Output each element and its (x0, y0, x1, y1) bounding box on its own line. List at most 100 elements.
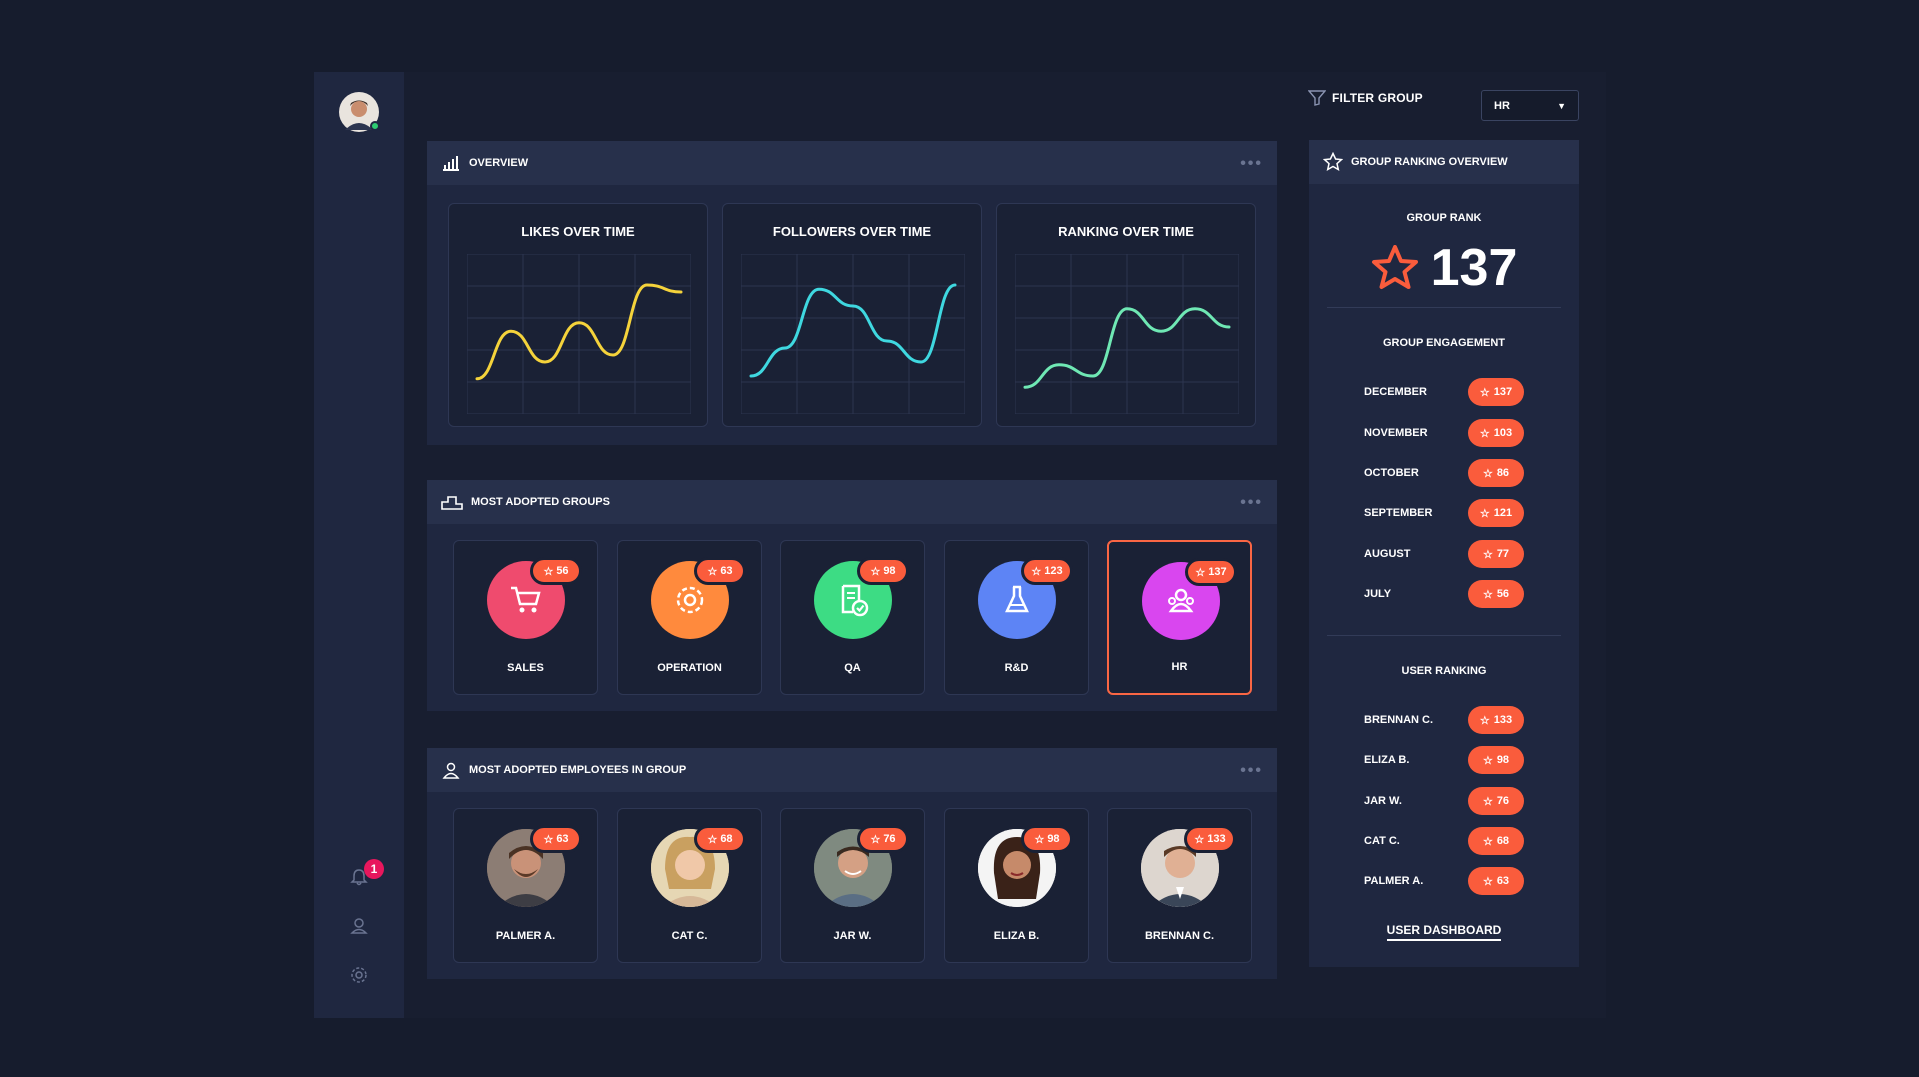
star-icon: ☆ (1031, 565, 1042, 578)
group-rank-value: 137 (1430, 239, 1518, 297)
user-avatar[interactable] (339, 92, 380, 132)
score-value: 123 (1044, 565, 1063, 577)
star-icon: ☆ (1482, 588, 1493, 601)
user-ranking-title: USER RANKING (1401, 665, 1487, 677)
star-icon: ☆ (1482, 795, 1493, 808)
user-name: CAT C. (1364, 835, 1400, 847)
more-options-icon[interactable]: ••• (1240, 762, 1263, 779)
group-label: OPERATION (657, 662, 722, 674)
user-row: JAR W. ☆ 76 (1364, 786, 1524, 816)
score-value: 63 (1496, 875, 1510, 887)
ranking-panel: GROUP RANKING OVERVIEW GROUP RANK 137 GR… (1309, 140, 1579, 967)
month-label: AUGUST (1364, 548, 1411, 560)
score-value: 76 (883, 833, 896, 845)
score-badge: ☆ 98 (857, 557, 909, 585)
user-dashboard-link[interactable]: USER DASHBOARD (1309, 923, 1579, 941)
series-line (749, 283, 957, 378)
star-icon: ☆ (1482, 754, 1493, 767)
chart-title: FOLLOWERS OVER TIME (772, 224, 932, 239)
engagement-row: JULY ☆ 56 (1364, 579, 1524, 609)
engagement-row: SEPTEMBER ☆ 121 (1364, 498, 1524, 528)
group-label: HR (1171, 661, 1188, 673)
chevron-down-icon: ▼ (1557, 100, 1566, 111)
star-icon (1323, 152, 1343, 171)
employees-header: MOST ADOPTED EMPLOYEES IN GROUP ••• (427, 748, 1277, 792)
score-badge: ☆ 63 (694, 557, 746, 585)
star-icon: ☆ (870, 565, 881, 578)
score-pill: ☆ 77 (1468, 540, 1524, 568)
sidebar: 1 (314, 72, 404, 1018)
overview-panel: OVERVIEW ••• LIKES OVER TIME FOLLOWERS O… (427, 141, 1277, 445)
ranking-title: GROUP RANKING OVERVIEW (1351, 156, 1508, 168)
employee-tile-palmer[interactable]: ☆ 63 PALMER A. (453, 808, 598, 963)
followers-chart-card: FOLLOWERS OVER TIME (722, 203, 982, 427)
score-value: 68 (1496, 835, 1510, 847)
score-pill: ☆ 86 (1468, 459, 1524, 487)
more-options-icon[interactable]: ••• (1240, 494, 1263, 511)
user-row: PALMER A. ☆ 63 (1364, 866, 1524, 896)
group-rank-display: 137 (1309, 238, 1579, 298)
score-value: 98 (1496, 754, 1510, 766)
user-row: CAT C. ☆ 68 (1364, 826, 1524, 856)
score-badge: ☆ 68 (694, 825, 746, 853)
score-value: 77 (1496, 548, 1510, 560)
followers-line-chart (741, 254, 965, 414)
gear-icon[interactable] (346, 962, 372, 988)
group-tile-hr[interactable]: ☆ 137 HR (1107, 540, 1252, 695)
chart-title: RANKING OVER TIME (1058, 224, 1194, 239)
employee-tile-jar[interactable]: ☆ 76 JAR W. (780, 808, 925, 963)
star-icon: ☆ (1482, 835, 1493, 848)
series-line (1023, 307, 1231, 389)
star-icon: ☆ (1482, 548, 1493, 561)
series-line (475, 283, 683, 381)
group-select[interactable]: HR ▼ (1481, 90, 1579, 121)
star-icon (1371, 245, 1418, 289)
overview-title: OVERVIEW (469, 157, 529, 169)
score-pill: ☆ 133 (1468, 706, 1524, 734)
group-rank-label: GROUP RANK (1406, 212, 1482, 224)
group-tile-sales[interactable]: ☆ 56 SALES (453, 540, 598, 695)
month-label: DECEMBER (1364, 386, 1427, 398)
score-value: 137 (1208, 566, 1227, 578)
score-pill: ☆ 121 (1468, 499, 1524, 527)
score-value: 98 (1047, 833, 1060, 845)
star-icon: ☆ (1479, 427, 1490, 440)
star-icon: ☆ (1479, 714, 1490, 727)
more-options-icon[interactable]: ••• (1240, 155, 1263, 172)
chart-title: LIKES OVER TIME (521, 224, 635, 239)
score-value: 56 (556, 565, 569, 577)
month-label: SEPTEMBER (1364, 507, 1433, 519)
star-icon: ☆ (1479, 386, 1490, 399)
star-icon: ☆ (1194, 833, 1205, 846)
employee-label: ELIZA B. (993, 930, 1040, 942)
month-label: OCTOBER (1364, 467, 1419, 479)
filter-group: FILTER GROUP (1308, 90, 1423, 106)
employee-label: PALMER A. (495, 930, 556, 942)
employee-tile-brennan[interactable]: ☆ 133 BRENNAN C. (1107, 808, 1252, 963)
star-icon: ☆ (707, 833, 718, 846)
notification-badge: 1 (364, 859, 384, 879)
score-value: 103 (1493, 427, 1513, 439)
user-icon[interactable] (346, 913, 372, 939)
engagement-row: NOVEMBER ☆ 103 (1364, 418, 1524, 448)
group-tile-operation[interactable]: ☆ 63 OPERATION (617, 540, 762, 695)
star-icon: ☆ (1482, 875, 1493, 888)
employee-tile-cat[interactable]: ☆ 68 CAT C. (617, 808, 762, 963)
group-label: R&D (1004, 662, 1029, 674)
group-tile-qa[interactable]: ☆ 98 QA (780, 540, 925, 695)
online-status-dot (370, 121, 380, 131)
star-icon: ☆ (543, 833, 554, 846)
score-badge: ☆ 137 (1185, 558, 1237, 586)
score-value: 137 (1493, 386, 1513, 398)
month-label: NOVEMBER (1364, 427, 1428, 439)
engagement-row: DECEMBER ☆ 137 (1364, 377, 1524, 407)
group-tile-rnd[interactable]: ☆ 123 R&D (944, 540, 1089, 695)
score-value: 63 (720, 565, 733, 577)
score-badge: ☆ 98 (1021, 825, 1073, 853)
ranking-line-chart (1015, 254, 1239, 414)
month-label: JULY (1364, 588, 1392, 600)
user-row: ELIZA B. ☆ 98 (1364, 745, 1524, 775)
bell-icon[interactable] (346, 864, 372, 890)
people-icon (442, 762, 460, 779)
employee-tile-eliza[interactable]: ☆ 98 ELIZA B. (944, 808, 1089, 963)
